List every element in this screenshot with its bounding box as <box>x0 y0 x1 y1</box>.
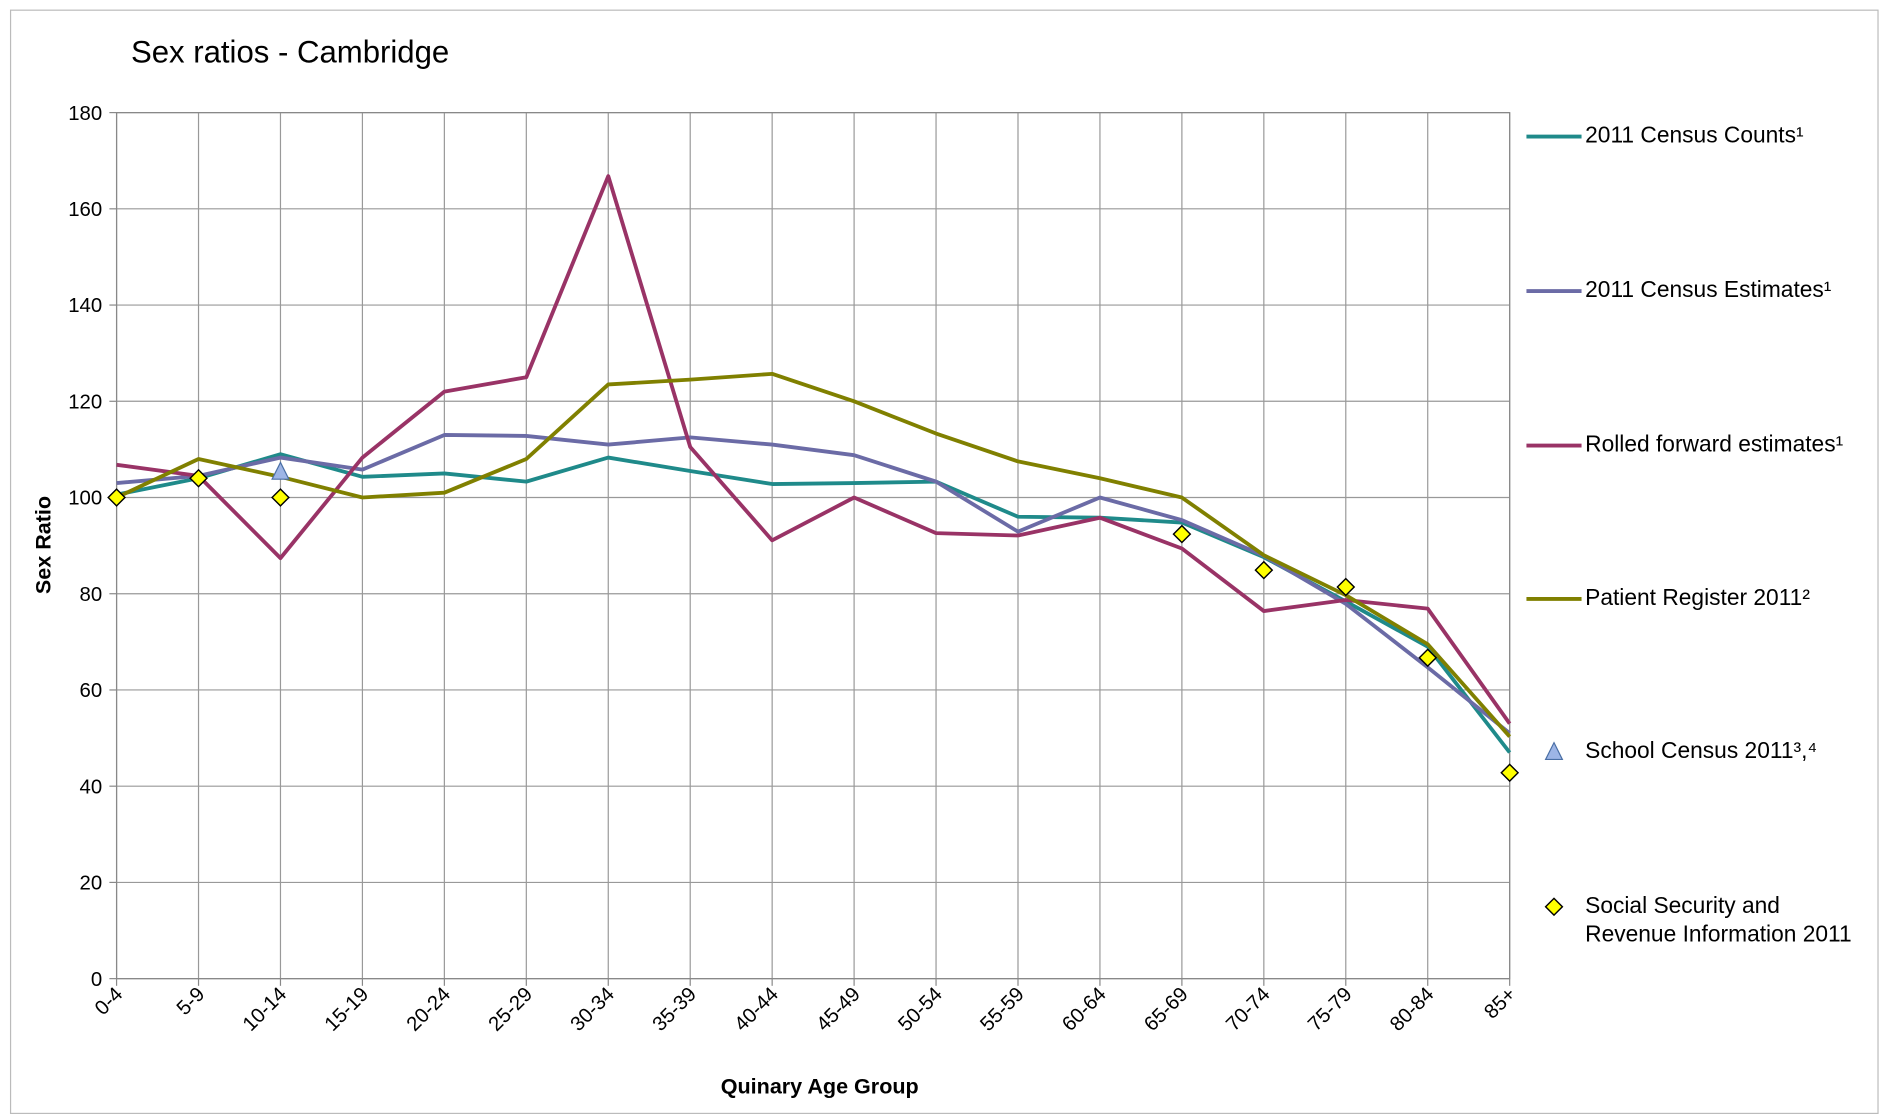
chart-border <box>9 9 1879 1114</box>
marker <box>1500 763 1520 783</box>
legend-item: Social Security and Revenue Information … <box>1585 893 1852 948</box>
y-tick-label: 140 <box>68 295 102 317</box>
series-line <box>115 371 1512 738</box>
marker <box>271 488 290 507</box>
y-tick-label: 0 <box>91 969 102 991</box>
legend-label: 2011 Census Estimates¹ <box>1585 277 1832 304</box>
y-tick-label: 100 <box>68 488 102 510</box>
legend-label: Rolled forward estimates¹ <box>1585 432 1844 458</box>
chart-title: Sex ratios - Cambridge <box>131 34 449 69</box>
marker <box>189 468 208 488</box>
marker <box>1336 577 1356 597</box>
legend-item: 2011 Census Estimates¹ <box>1585 277 1832 304</box>
legend-label: 2011 Census Counts¹ <box>1585 123 1804 149</box>
legend-item: 2011 Census Counts¹ <box>1585 123 1804 149</box>
legend-label: School Census 2011³,⁴ <box>1585 739 1818 765</box>
y-tick-label: 160 <box>68 199 102 221</box>
series-line <box>116 174 1512 725</box>
legend-marker <box>1544 741 1564 761</box>
marker <box>107 488 126 507</box>
y-tick-label: 120 <box>68 391 102 413</box>
marker <box>1254 560 1274 580</box>
y-axis-title: Sex Ratio <box>31 496 56 594</box>
legend-item: Patient Register 2011² <box>1585 585 1810 611</box>
y-tick-label: 80 <box>80 584 103 606</box>
legend-marker <box>1544 897 1564 917</box>
marker <box>1172 524 1192 544</box>
legend-label: Social Security and Revenue Information … <box>1585 893 1852 948</box>
x-axis-title: Quinary Age Group <box>721 1074 919 1099</box>
marker <box>271 461 290 480</box>
legend-item: Rolled forward estimates¹ <box>1585 432 1844 458</box>
legend-item: School Census 2011³,⁴ <box>1585 739 1818 765</box>
marker <box>1418 648 1438 668</box>
y-tick-label: 180 <box>68 103 102 125</box>
legend-label: Patient Register 2011² <box>1585 585 1810 611</box>
plot-border <box>115 111 1511 980</box>
y-tick-label: 40 <box>80 776 103 798</box>
y-tick-label: 20 <box>80 873 103 895</box>
y-tick-label: 60 <box>80 680 103 702</box>
